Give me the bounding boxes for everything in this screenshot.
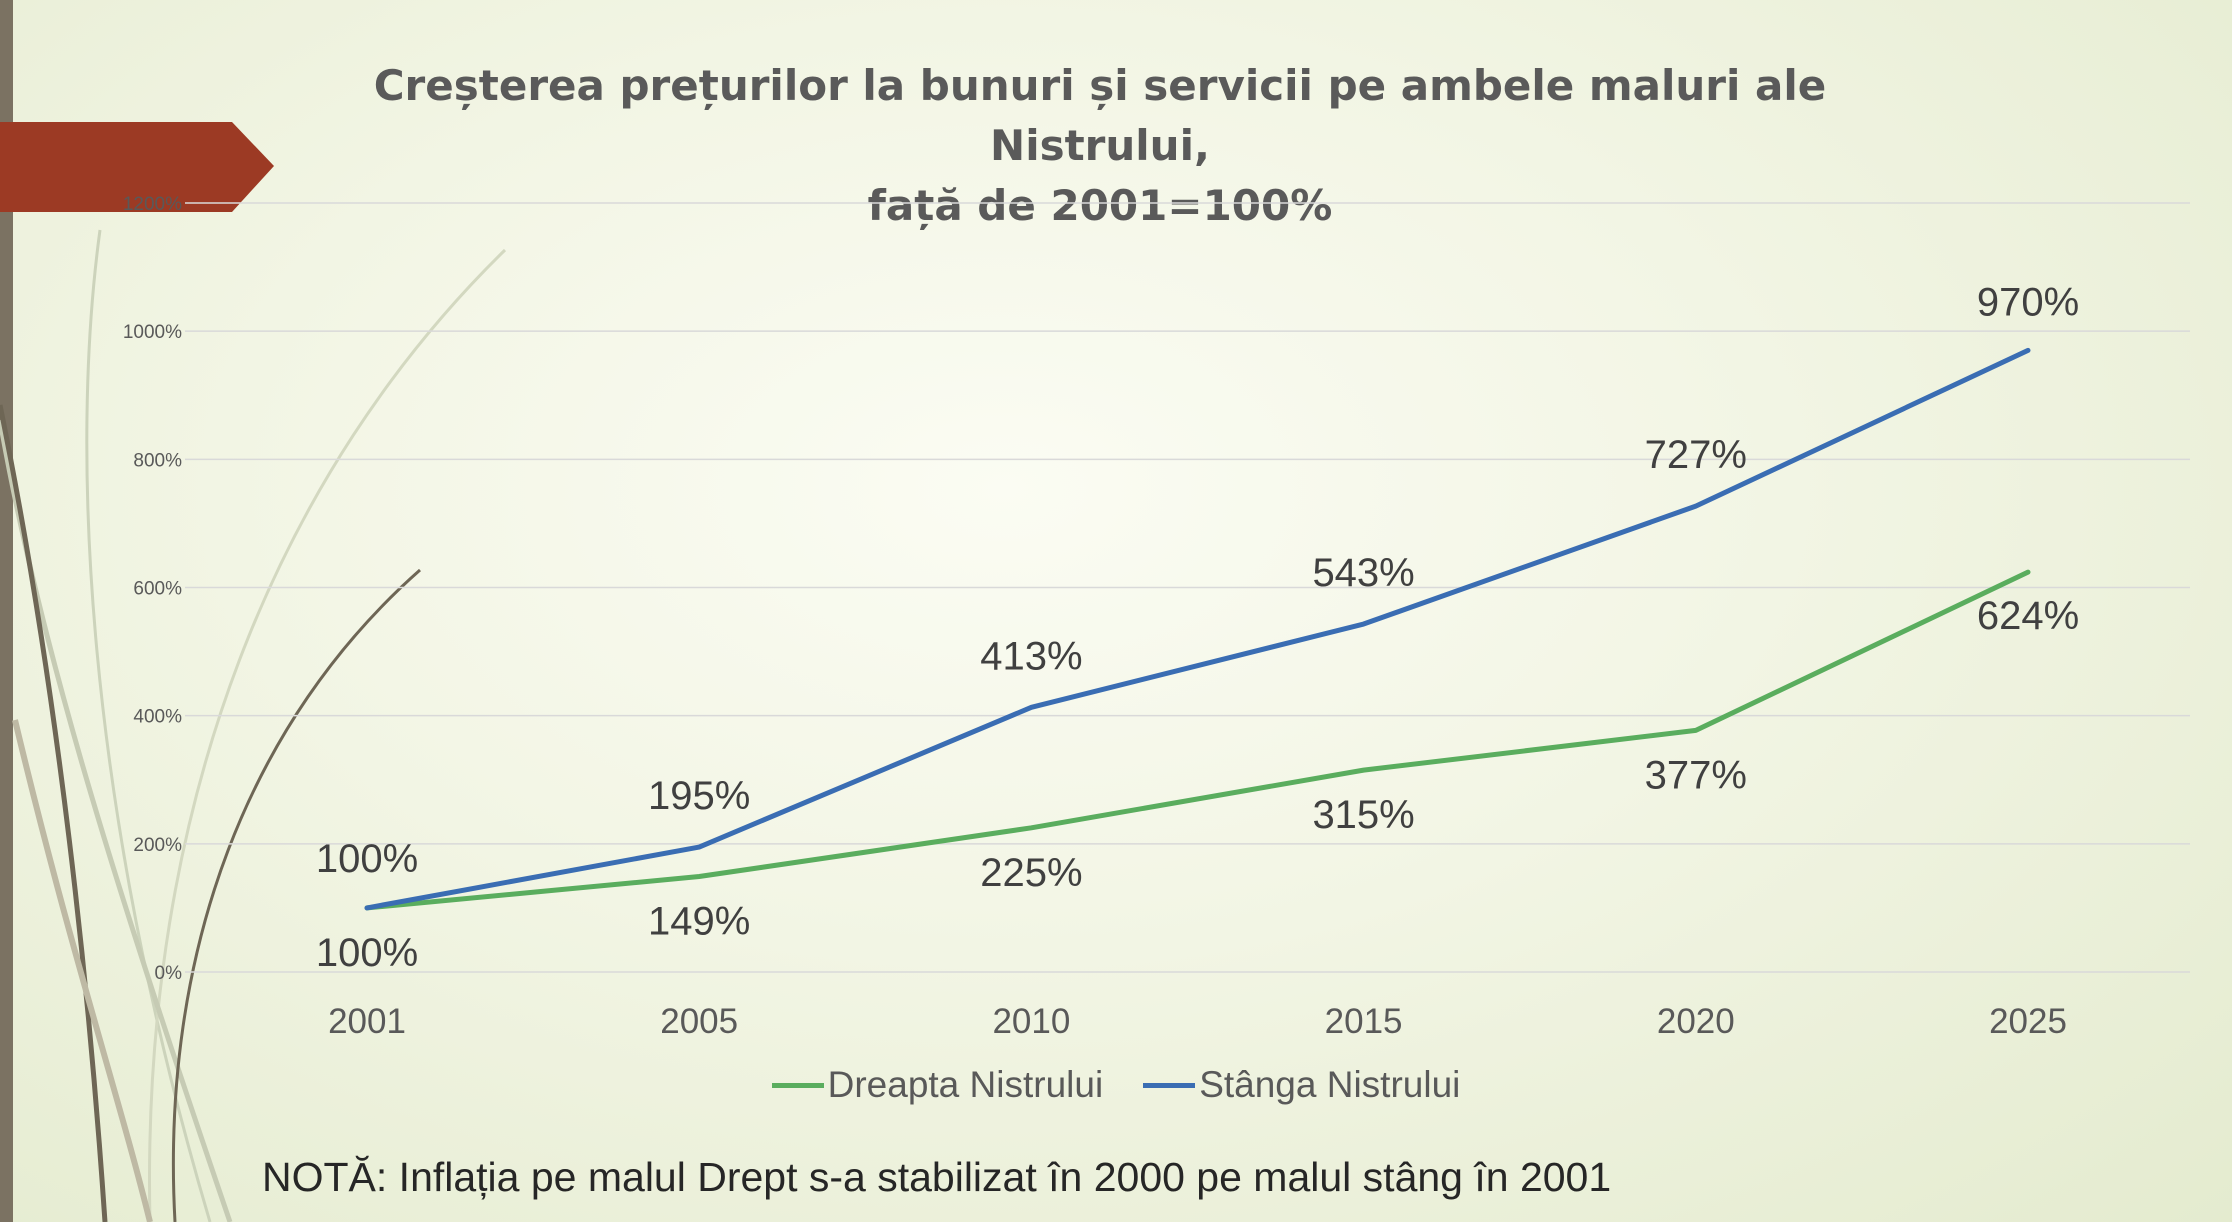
chart-title: Creșterea prețurilor la bunuri și servic… — [300, 56, 1900, 236]
x-tick-label: 2015 — [1325, 1002, 1403, 1041]
y-tick-label: 1000% — [123, 322, 182, 343]
data-label: 377% — [1645, 753, 1747, 797]
data-label: 727% — [1645, 433, 1747, 477]
data-label: 543% — [1312, 551, 1414, 595]
data-label: 100% — [316, 837, 418, 881]
y-axis-ticks: 0% 200% 400% 600% 800% 1000% 1200% — [123, 194, 182, 984]
left-accent-bar — [0, 0, 13, 1222]
chart-title-line2: față de 2001=100% — [867, 181, 1333, 230]
series-line-dreapta — [364, 569, 2031, 911]
x-tick-label: 2010 — [992, 1002, 1070, 1041]
x-tick-label: 2025 — [1989, 1002, 2067, 1041]
data-label: 195% — [648, 774, 750, 818]
legend-label-dreapta: Dreapta Nistrului — [827, 1064, 1104, 1105]
legend-label-stanga: Stânga Nistrului — [1199, 1064, 1461, 1105]
series-line-stanga — [364, 347, 2031, 911]
gridlines — [185, 202, 2190, 973]
legend-swatch-blue — [1143, 1082, 1196, 1088]
y-tick-label: 200% — [133, 835, 182, 856]
legend-item-dreapta: Dreapta Nistrului — [771, 1064, 1104, 1106]
banner-arrow-shape — [0, 122, 274, 212]
y-tick-label: 0% — [155, 963, 183, 984]
x-tick-label: 2005 — [660, 1002, 738, 1041]
data-labels: 100% 149% 225% 315% 377% 624% 100% 195% 413% 543%… — [316, 280, 2079, 975]
x-axis-ticks: 2001 2005 2010 2015 2020 2025 — [328, 1002, 2067, 1041]
data-label: 315% — [1312, 793, 1414, 837]
legend-item-stanga: Stânga Nistrului — [1143, 1064, 1460, 1106]
legend-swatch-green — [771, 1082, 824, 1088]
series-lines — [364, 347, 2031, 911]
chart-title-line1: Creșterea prețurilor la bunuri și servic… — [373, 61, 1827, 170]
data-label: 970% — [1977, 280, 2079, 324]
y-tick-label: 1200% — [123, 194, 182, 215]
x-tick-label: 2001 — [328, 1002, 406, 1041]
data-label: 413% — [980, 634, 1082, 678]
data-label: 149% — [648, 900, 750, 944]
chart-legend: Dreapta Nistrului Stânga Nistrului — [0, 1055, 2232, 1115]
data-label: 225% — [980, 851, 1082, 895]
footnote: NOTĂ: Inflația pe malul Drept s-a stabil… — [262, 1154, 1612, 1200]
data-label: 624% — [1977, 594, 2079, 638]
x-tick-label: 2020 — [1657, 1002, 1735, 1041]
y-tick-label: 400% — [133, 707, 182, 728]
data-label: 100% — [316, 931, 418, 975]
y-tick-label: 800% — [133, 450, 182, 471]
y-tick-label: 600% — [133, 579, 182, 600]
